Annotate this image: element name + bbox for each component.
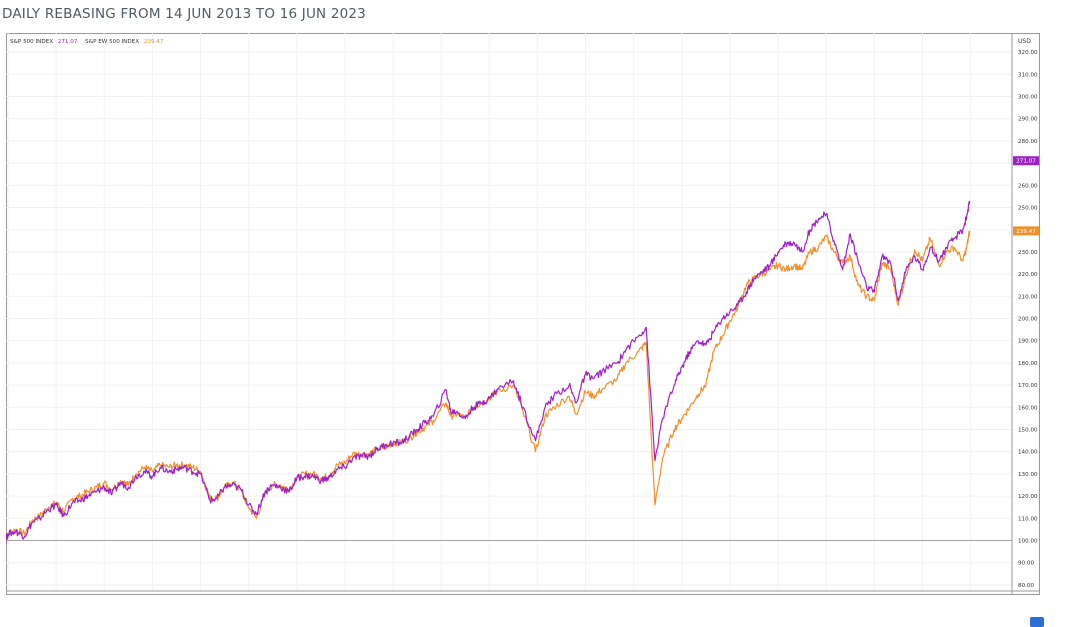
y-tick-label: 180.00 bbox=[1018, 361, 1038, 367]
y-tick-label: 150.00 bbox=[1018, 428, 1038, 434]
legend: S&P 500 INDEX 271.07 S&P EW 500 INDEX 23… bbox=[10, 39, 164, 45]
y-tick-label: 230.00 bbox=[1018, 250, 1038, 256]
legend-series-2-name: S&P EW 500 INDEX bbox=[85, 39, 139, 45]
y-tick-label: 300.00 bbox=[1018, 95, 1038, 101]
series-lines bbox=[6, 200, 971, 545]
y-tick-label: 190.00 bbox=[1018, 339, 1038, 345]
y-tick-label: 160.00 bbox=[1018, 405, 1038, 411]
chart-area: 80.00 90.00 100.00 110.00 120.00 130.00 140.00… bbox=[6, 33, 1040, 595]
y-tick-label: 130.00 bbox=[1018, 472, 1038, 478]
currency-label: USD bbox=[1018, 38, 1031, 45]
last-value-badge bbox=[1013, 156, 1039, 166]
legend-series-1-value: 271.07 bbox=[58, 39, 78, 45]
series-line bbox=[6, 230, 971, 544]
series-line bbox=[6, 200, 971, 545]
corner-widget-button[interactable] bbox=[1030, 617, 1044, 627]
y-tick-label: 110.00 bbox=[1018, 516, 1038, 522]
svg-text:S&P 500 INDEX 271.07: S&P 500 INDEX 271.07 S&P EW 500 INDEX 23… bbox=[10, 39, 164, 45]
chart-title: DAILY REBASING FROM 14 JUN 2013 TO 16 JU… bbox=[2, 6, 366, 22]
line-chart: 80.00 90.00 100.00 110.00 120.00 130.00 140.00… bbox=[6, 33, 1040, 595]
y-tick-label: 170.00 bbox=[1018, 383, 1038, 389]
last-value-label: 271.07 bbox=[1016, 159, 1036, 165]
y-tick-label: 310.00 bbox=[1018, 72, 1038, 78]
y-tick-label: 320.00 bbox=[1018, 50, 1038, 56]
legend-series-2-value: 239.47 bbox=[144, 39, 164, 45]
chart-border bbox=[6, 33, 1040, 595]
y-tick-label: 260.00 bbox=[1018, 183, 1038, 189]
y-tick-label: 290.00 bbox=[1018, 117, 1038, 123]
y-tick-label: 90.00 bbox=[1018, 561, 1034, 567]
last-value-badges: 239.47 271.07 bbox=[1013, 156, 1039, 236]
y-tick-label: 220.00 bbox=[1018, 272, 1038, 278]
legend-series-1-name: S&P 500 INDEX bbox=[10, 39, 53, 45]
y-tick-label: 120.00 bbox=[1018, 494, 1038, 500]
y-tick-label: 140.00 bbox=[1018, 450, 1038, 456]
y-tick-label: 210.00 bbox=[1018, 294, 1038, 300]
y-tick-label: 280.00 bbox=[1018, 139, 1038, 145]
y-tick-label: 250.00 bbox=[1018, 206, 1038, 212]
y-tick-label: 200.00 bbox=[1018, 317, 1038, 323]
y-tick-label: 100.00 bbox=[1018, 539, 1038, 545]
last-value-badge bbox=[1013, 226, 1039, 236]
grid-lines bbox=[6, 33, 1012, 591]
y-tick-label: 80.00 bbox=[1018, 583, 1034, 589]
last-value-label: 239.47 bbox=[1016, 229, 1036, 235]
